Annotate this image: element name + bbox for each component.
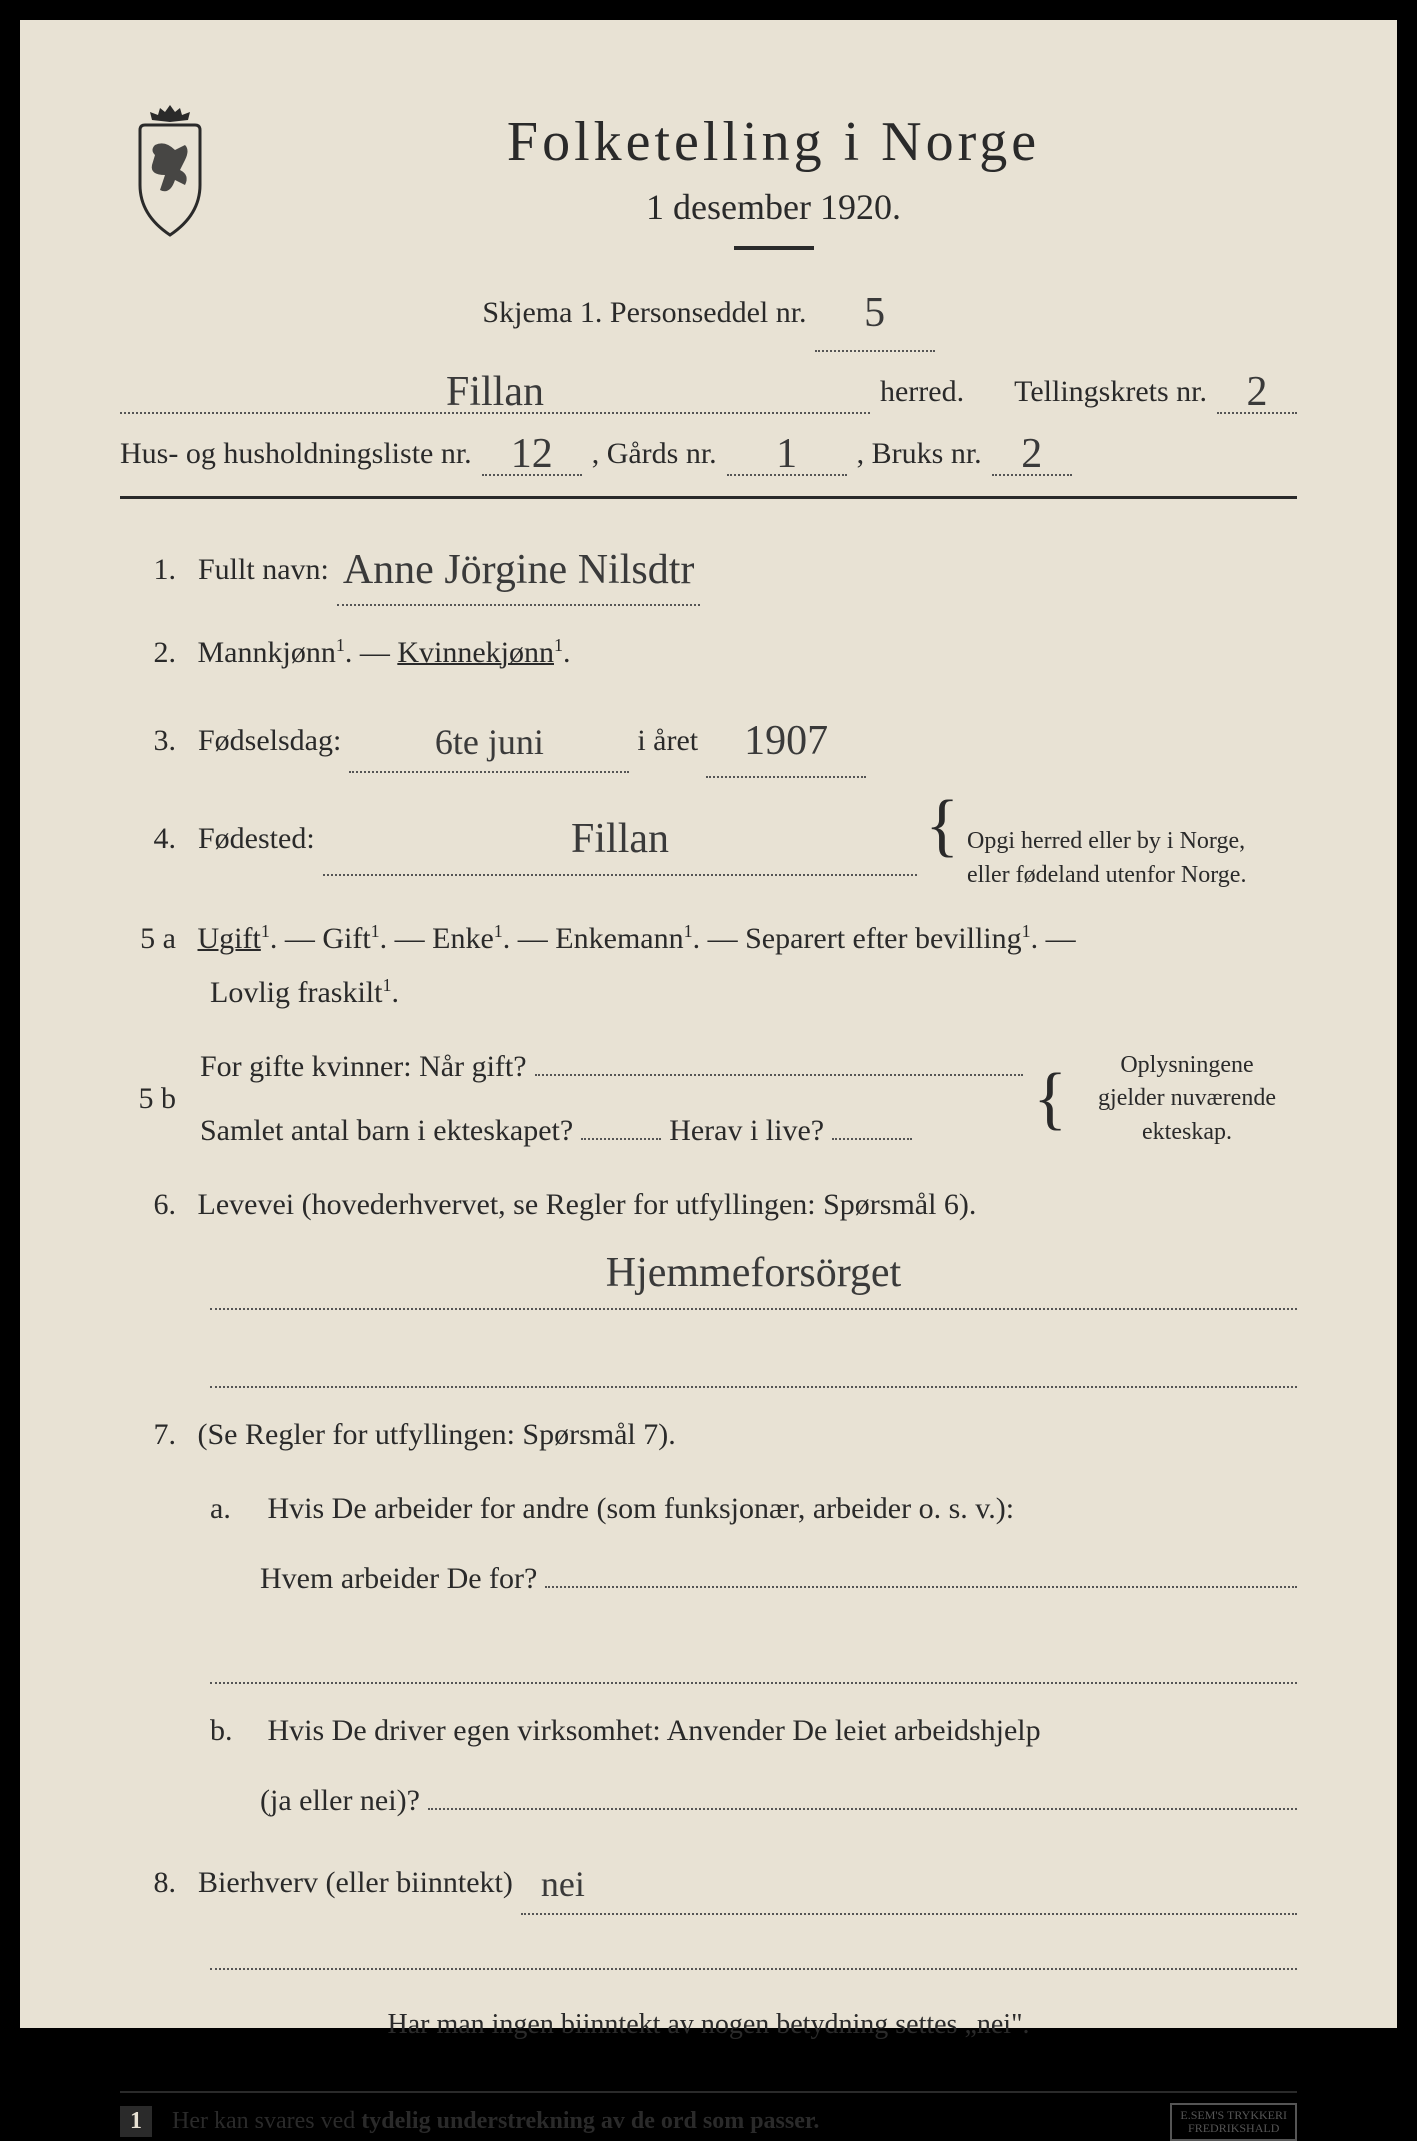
q1-num: 1.: [120, 543, 190, 597]
gards-nr: 1: [770, 431, 803, 477]
q5a-num: 5 a: [120, 912, 190, 966]
q5b-l2b: Herav i live?: [669, 1104, 824, 1158]
header: Folketelling i Norge 1 desember 1920.: [120, 100, 1297, 250]
q8-note: Har man ingen biinntekt av nogen betydni…: [120, 2000, 1297, 2050]
q3-year-label: i året: [637, 714, 698, 768]
husliste-nr: 12: [505, 431, 559, 477]
herred-label: herred.: [880, 375, 964, 409]
bruks-label: , Bruks nr.: [857, 437, 982, 471]
q5b-l1: For gifte kvinner: Når gift?: [200, 1040, 527, 1094]
q6-num: 6.: [120, 1178, 190, 1232]
skjema-nr: 5: [858, 290, 891, 336]
skjema-line: Skjema 1. Personseddel nr. 5: [120, 270, 1297, 352]
q7a-text2: Hvem arbeider De for?: [260, 1552, 537, 1606]
q5a-enkemann: Enkemann: [555, 922, 683, 955]
bruks-nr: 2: [1015, 431, 1048, 477]
herred-value: Fillan: [440, 369, 550, 415]
q6-value: Hjemmeforsörget: [600, 1250, 907, 1296]
q5a-separert: Separert efter bevilling: [745, 922, 1022, 955]
q4-label: Fødested:: [198, 812, 315, 866]
q5a-ugift: Ugift: [198, 922, 261, 955]
q5a-enke: Enke: [432, 922, 494, 955]
q1-value: Anne Jörgine Nilsdtr: [337, 547, 701, 593]
subtitle: 1 desember 1920.: [250, 186, 1297, 228]
q4-note: Opgi herred eller by i Norge, eller føde…: [967, 825, 1297, 892]
blank-line: [210, 1945, 1297, 1971]
title-block: Folketelling i Norge 1 desember 1920.: [250, 100, 1297, 250]
q7: 7. (Se Regler for utfyllingen: Spørsmål …: [120, 1408, 1297, 1828]
gards-label: , Gårds nr.: [592, 437, 717, 471]
q5a-gift: Gift: [322, 922, 370, 955]
q1: 1. Fullt navn: Anne Jörgine Nilsdtr: [120, 529, 1297, 607]
q7-num: 7.: [120, 1408, 190, 1462]
tellingskrets-nr: 2: [1241, 369, 1274, 415]
q4: 4. Fødested: Fillan { Opgi herred eller …: [120, 798, 1297, 892]
coat-of-arms-icon: [120, 100, 220, 240]
tellingskrets-label: Tellingskrets nr.: [1014, 375, 1207, 409]
skjema-label: Skjema 1. Personseddel nr.: [482, 284, 806, 341]
footnote: 1 Her kan svares ved tydelig understrekn…: [120, 2091, 1297, 2141]
q7a: a.: [210, 1482, 260, 1536]
q7b-text1: Hvis De driver egen virksomhet: Anvender…: [268, 1714, 1041, 1747]
q5b: 5 b For gifte kvinner: Når gift? Samlet …: [120, 1040, 1297, 1158]
q5a: 5 a Ugift1. — Gift1. — Enke1. — Enkemann…: [120, 912, 1297, 1020]
q2-num: 2.: [120, 626, 190, 680]
q5b-note: Oplysningene gjelder nuværende ekteskap.: [1077, 1049, 1297, 1150]
herred-row: Fillan herred. Tellingskrets nr. 2: [120, 364, 1297, 414]
blank-line: [210, 1340, 1297, 1388]
q5a-fraskilt: Lovlig fraskilt: [120, 976, 382, 1009]
q2-kvinne: Kvinnekjønn: [397, 636, 554, 669]
q5b-l2a: Samlet antal barn i ekteskapet?: [200, 1104, 573, 1158]
footnote-text: Her kan svares ved tydelig understreknin…: [172, 2108, 819, 2135]
title-rule: [734, 246, 814, 250]
q6-label: Levevei (hovederhvervet, se Regler for u…: [198, 1188, 977, 1221]
q6: 6. Levevei (hovederhvervet, se Regler fo…: [120, 1178, 1297, 1388]
hus-row: Hus- og husholdningsliste nr. 12 , Gårds…: [120, 426, 1297, 476]
q4-value: Fillan: [565, 816, 675, 862]
printer-stamp: E.SEM'S TRYKKERI FREDRIKSHALD: [1170, 2103, 1297, 2141]
q7b: b.: [210, 1704, 260, 1758]
q1-label: Fullt navn:: [198, 543, 329, 597]
q5b-num: 5 b: [120, 1072, 190, 1126]
main-title: Folketelling i Norge: [250, 110, 1297, 174]
brace-icon: {: [1033, 1078, 1067, 1120]
q7-label: (Se Regler for utfyllingen: Spørsmål 7).: [198, 1418, 676, 1451]
footnote-num: 1: [120, 2106, 152, 2137]
q8: 8. Bierhverv (eller biinntekt) nei: [120, 1848, 1297, 1915]
q2: 2. Mannkjønn1. — Kvinnekjønn1.: [120, 626, 1297, 680]
q8-label: Bierhverv (eller biinntekt): [198, 1856, 513, 1910]
q8-value: nei: [521, 1864, 591, 1904]
q3-label: Fødselsdag:: [198, 714, 341, 768]
q4-num: 4.: [120, 812, 190, 866]
q3-num: 3.: [120, 714, 190, 768]
q2-mann: Mannkjønn: [198, 636, 336, 669]
document-page: Folketelling i Norge 1 desember 1920. Sk…: [20, 20, 1397, 2028]
q3-day: 6te juni: [429, 722, 550, 762]
blank-line: [210, 1636, 1297, 1684]
q3: 3. Fødselsdag: 6te juni i året 1907: [120, 700, 1297, 778]
divider: [120, 496, 1297, 499]
q8-num: 8.: [120, 1856, 190, 1910]
brace-icon: {: [925, 805, 959, 847]
q7b-text2: (ja eller nei)?: [260, 1774, 420, 1828]
q7a-text1: Hvis De arbeider for andre (som funksjon…: [268, 1492, 1015, 1525]
husliste-label: Hus- og husholdningsliste nr.: [120, 437, 472, 471]
q3-year: 1907: [738, 718, 834, 764]
